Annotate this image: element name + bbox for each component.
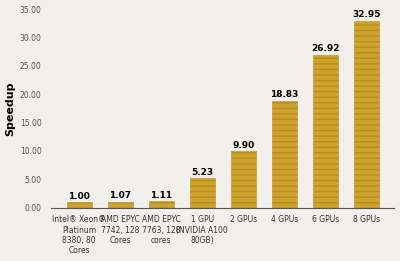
Text: 26.92: 26.92 (311, 44, 340, 54)
Y-axis label: Speedup: Speedup (6, 81, 16, 135)
Bar (354, 21, 379, 207)
Bar (108, 201, 132, 207)
Text: 5.23: 5.23 (191, 168, 214, 176)
Bar (190, 178, 215, 207)
Text: 32.95: 32.95 (352, 10, 381, 19)
Bar (313, 55, 338, 207)
Text: 9.90: 9.90 (232, 141, 254, 150)
Text: 1.11: 1.11 (150, 191, 172, 200)
Text: 18.83: 18.83 (270, 90, 299, 99)
Bar (231, 151, 256, 207)
Bar (272, 101, 297, 207)
Text: 1.07: 1.07 (109, 191, 131, 200)
Bar (67, 202, 92, 207)
Text: 1.00: 1.00 (68, 192, 90, 200)
Bar (149, 201, 174, 207)
